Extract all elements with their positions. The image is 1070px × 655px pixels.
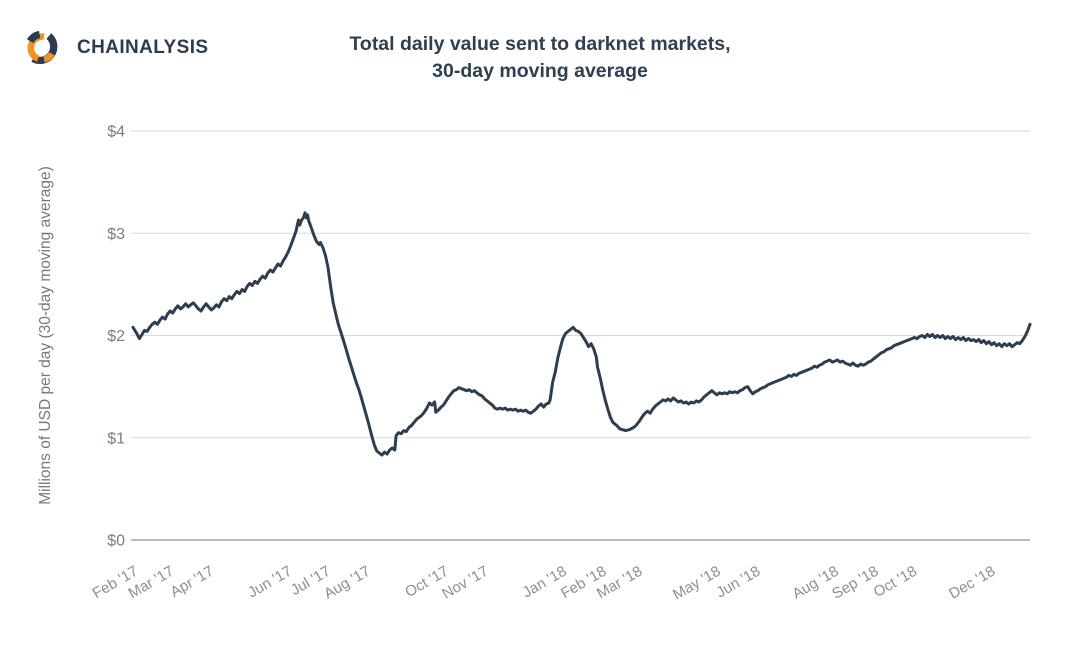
x-tick-label: Dec '18 bbox=[946, 563, 998, 603]
x-tick-label: May '18 bbox=[670, 563, 724, 604]
y-tick-label: $2 bbox=[107, 328, 125, 345]
x-tick-label: Sep '18 bbox=[829, 563, 881, 603]
x-tick-label: Jun '17 bbox=[245, 563, 295, 602]
y-tick-label: $4 bbox=[107, 124, 125, 141]
x-tick-label: Apr '17 bbox=[167, 563, 216, 601]
x-tick-label: Aug '17 bbox=[321, 563, 373, 603]
x-tick-label: Jun '18 bbox=[713, 563, 763, 602]
y-axis-title: Millions of USD per day (30-day moving a… bbox=[37, 166, 54, 505]
y-tick-label: $3 bbox=[107, 226, 125, 243]
x-tick-label: Oct '18 bbox=[871, 563, 920, 601]
chart-title: Total daily value sent to darknet market… bbox=[230, 31, 850, 85]
brand-wordmark: CHAINALYSIS bbox=[77, 37, 209, 58]
chart-title-line2: 30-day moving average bbox=[432, 60, 648, 82]
y-tick-label: $1 bbox=[107, 430, 125, 447]
y-tick-label: $0 bbox=[107, 533, 125, 550]
chart-title-line1: Total daily value sent to darknet market… bbox=[349, 33, 731, 55]
chainalysis-logo-icon bbox=[26, 30, 58, 64]
data-line bbox=[131, 211, 1032, 457]
brand: CHAINALYSIS bbox=[20, 26, 208, 70]
x-tick-label: Nov '17 bbox=[439, 563, 491, 603]
